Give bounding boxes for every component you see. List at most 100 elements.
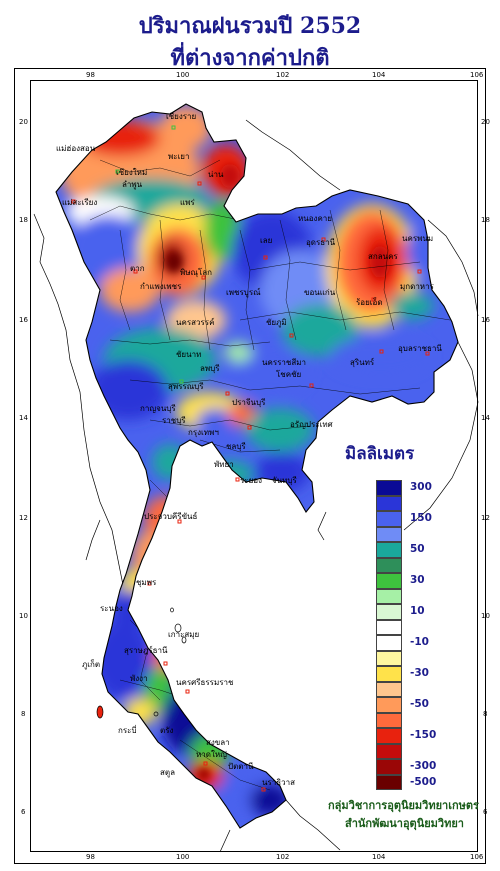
legend-label: -50 [410, 698, 429, 710]
legend-swatch [376, 588, 402, 604]
legend-swatch [376, 697, 402, 713]
x-tick-bottom: 104 [372, 853, 386, 861]
place-label: สกลนคร [368, 252, 398, 261]
place-label: เลย [260, 236, 273, 245]
place-label: นครราชสีมา [262, 358, 306, 367]
place-label: เชียงราย [166, 112, 197, 121]
place-label: สุพรรณบุรี [168, 382, 204, 391]
y-tick-left: 18 [19, 216, 28, 224]
place-label: ร้อยเอ็ด [356, 298, 383, 307]
place-label: ปัตตานี [228, 762, 254, 771]
place-label: เชียงใหม่ [116, 168, 148, 177]
place-label: เกาะสมุย [168, 630, 200, 639]
legend-swatch [376, 666, 402, 682]
y-tick-right: 20 [481, 118, 490, 126]
y-tick-left: 10 [19, 612, 28, 620]
legend-swatch [376, 480, 402, 496]
place-label: สตูล [160, 768, 175, 777]
place-label: ปราจีนบุรี [232, 398, 266, 407]
x-tick-top: 100 [176, 71, 190, 79]
legend-swatch [376, 650, 402, 666]
x-tick-top: 98 [86, 71, 95, 79]
place-label: กระบี่ [118, 726, 137, 735]
place-label: ขอนแก่น [304, 288, 336, 297]
legend-swatch [376, 542, 402, 558]
place-label: นครพนม [402, 234, 434, 243]
place-label: เพชรบูรณ์ [226, 288, 261, 297]
y-tick-right: 8 [483, 710, 488, 718]
legend-label: -10 [410, 636, 429, 648]
place-label: ชลบุรี [226, 442, 246, 451]
legend-title: มิลลิเมตร [345, 444, 415, 464]
legend-label: -150 [410, 729, 437, 741]
map-subtitle: ที่ต่างจากค่าปกติ [170, 45, 330, 71]
y-tick-right: 14 [481, 414, 490, 422]
x-tick-top: 102 [276, 71, 290, 79]
place-label: ตาก [130, 264, 145, 273]
place-label: ภูเก็ต [82, 660, 101, 669]
place-label: น่าน [208, 170, 224, 179]
x-tick-top: 106 [470, 71, 484, 79]
legend-swatch [376, 774, 402, 790]
y-tick-left: 20 [19, 118, 28, 126]
place-label: แพร่ [180, 198, 195, 207]
place-label: ลำพูน [122, 180, 143, 189]
legend-swatch [376, 635, 402, 651]
place-label: มุกดาหาร [400, 282, 434, 291]
place-label: หาดใหญ่ [196, 750, 227, 759]
islands [96, 607, 187, 719]
place-label: ตรัง [160, 726, 174, 735]
credit-agency: กลุ่มวิชาการอุตุนิยมวิทยาเกษตร [328, 799, 479, 812]
legend-swatch [376, 557, 402, 573]
place-label: กาญจนบุรี [140, 404, 176, 413]
place-label: อุบลราชธานี [398, 344, 442, 353]
place-label: กำแพงเพชร [140, 282, 182, 291]
place-label: ราชบุรี [162, 416, 186, 425]
map-inner-frame [30, 80, 478, 852]
y-tick-left: 12 [19, 514, 28, 522]
legend-swatch [376, 511, 402, 527]
place-label: ชัยนาท [176, 350, 202, 359]
place-label: กรุงเทพฯ [188, 428, 219, 437]
y-tick-right: 10 [481, 612, 490, 620]
place-label: จันทบุรี [272, 476, 297, 485]
x-tick-bottom: 106 [470, 853, 484, 861]
legend-swatch [376, 495, 402, 511]
station-markers [71, 125, 430, 792]
y-tick-right: 18 [481, 216, 490, 224]
x-tick-bottom: 100 [176, 853, 190, 861]
legend-swatch [376, 573, 402, 589]
place-label: พัทยา [214, 460, 234, 469]
neighbour-borders [33, 119, 479, 853]
legend-swatch [376, 681, 402, 697]
legend-label: 300 [410, 481, 432, 493]
place-label: ชุมพร [136, 578, 157, 587]
place-label: พังงา [130, 674, 148, 683]
place-label: นครศรีธรรมราช [176, 678, 234, 687]
legend-label: -300 [410, 760, 437, 772]
y-tick-left: 14 [19, 414, 28, 422]
x-tick-top: 104 [372, 71, 386, 79]
credit-bureau: สำนักพัฒนาอุตุนิยมวิทยา [345, 817, 464, 830]
x-tick-bottom: 102 [276, 853, 290, 861]
y-tick-left: 8 [21, 710, 26, 718]
legend-swatch [376, 604, 402, 620]
legend-swatch [376, 743, 402, 759]
map-outer-frame [14, 68, 486, 864]
legend-swatch [376, 619, 402, 635]
y-tick-right: 16 [481, 316, 490, 324]
place-label: สุรินทร์ [350, 358, 375, 367]
legend-swatch [376, 728, 402, 744]
legend-swatch [376, 526, 402, 542]
legend-swatch [376, 712, 402, 728]
place-label: ชัยภูมิ [266, 318, 287, 327]
place-label: สงขลา [206, 738, 230, 747]
place-label: นราธิวาส [262, 778, 296, 787]
legend-label: 50 [410, 543, 425, 555]
y-tick-left: 6 [21, 808, 26, 816]
place-label: นครสวรรค์ [176, 318, 215, 327]
place-label: หนองคาย [298, 214, 332, 223]
place-label: พิษณุโลก [180, 268, 213, 277]
legend-label: 30 [410, 574, 425, 586]
map-title: ปริมาณฝนรวมปี 2552 [138, 13, 362, 39]
